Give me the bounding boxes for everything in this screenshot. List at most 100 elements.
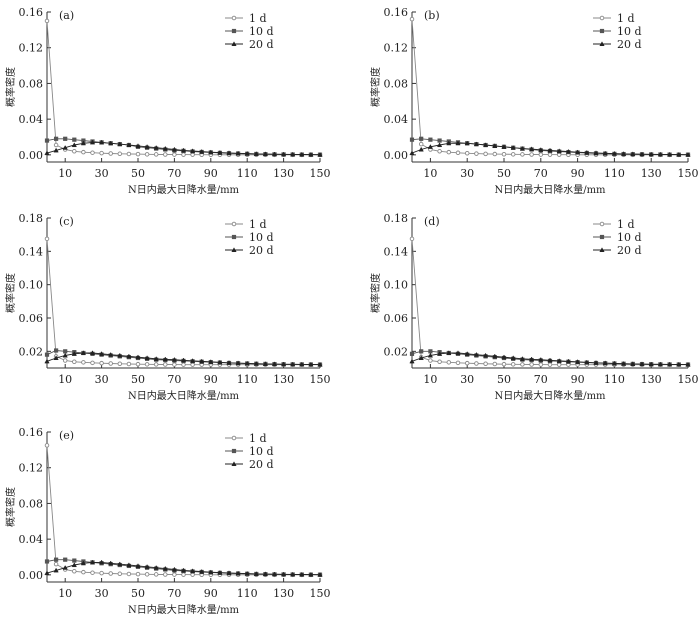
- data-point: [620, 360, 627, 366]
- data-point: [162, 356, 168, 362]
- data-point: [520, 362, 525, 367]
- x-tick-label: 110: [237, 373, 258, 386]
- data-point: [510, 144, 516, 150]
- legend-entry: 10 d: [249, 25, 274, 38]
- data-point: [666, 361, 673, 367]
- data-point: [199, 148, 205, 154]
- data-point: [510, 362, 516, 367]
- data-point: [153, 362, 159, 367]
- data-point: [280, 361, 287, 367]
- legend: 1 d10 d20 d: [225, 218, 274, 257]
- data-point: [547, 357, 553, 363]
- data-point: [108, 151, 113, 156]
- x-tick-label: 50: [131, 167, 145, 180]
- data-point: [163, 572, 168, 577]
- y-tick-label: 0.04: [19, 533, 44, 546]
- series-20d: [44, 350, 323, 367]
- legend-entry: 20 d: [617, 244, 642, 257]
- data-point: [271, 571, 278, 577]
- legend-marker: [231, 221, 237, 227]
- data-point: [53, 348, 59, 353]
- x-tick-label: 30: [95, 587, 109, 600]
- data-point: [44, 18, 50, 24]
- series-line: [46, 238, 320, 366]
- data-point: [126, 562, 132, 568]
- data-point: [418, 355, 424, 361]
- data-point: [62, 564, 68, 570]
- data-point: [262, 151, 269, 157]
- data-point: [299, 151, 305, 157]
- data-point: [181, 572, 186, 577]
- data-point: [189, 148, 196, 154]
- data-point: [565, 148, 572, 154]
- panel-a: 0.00 0.04 0.08 0.12 0.16 10 30 50 70 90 110 130 150 N…: [4, 6, 331, 196]
- x-tick-label: 10: [423, 373, 437, 386]
- data-point: [44, 236, 50, 242]
- data-point: [72, 359, 77, 365]
- legend-marker: [599, 15, 605, 21]
- panel-label: (b): [424, 9, 440, 22]
- data-point: [135, 563, 141, 568]
- data-point: [308, 151, 314, 157]
- data-point: [528, 146, 535, 152]
- data-point: [666, 151, 673, 157]
- legend-marker: [231, 28, 237, 34]
- data-point: [593, 150, 599, 155]
- data-point: [153, 564, 159, 570]
- data-point: [455, 360, 461, 366]
- data-point: [611, 150, 618, 156]
- data-point: [271, 151, 278, 157]
- y-tick-label: 0.10: [19, 279, 44, 292]
- data-point: [217, 569, 223, 575]
- x-tick-label: 90: [204, 373, 218, 386]
- legend: 1 d10 d20 d: [225, 432, 274, 471]
- data-point: [135, 354, 141, 360]
- data-point: [144, 152, 150, 157]
- data-point: [657, 361, 664, 367]
- series-20d: [409, 350, 691, 367]
- data-point: [648, 361, 654, 367]
- data-point: [90, 570, 95, 575]
- x-tick-label: 30: [460, 167, 474, 180]
- series-1d: [409, 236, 691, 367]
- legend-entry: 1 d: [249, 432, 267, 445]
- legend-marker: [231, 448, 237, 454]
- x-tick-label: 50: [131, 587, 145, 600]
- data-point: [108, 560, 114, 566]
- data-point: [538, 152, 544, 157]
- data-point: [53, 136, 59, 141]
- data-point: [409, 351, 415, 356]
- legend-marker: [231, 15, 237, 21]
- data-point: [685, 361, 691, 367]
- y-tick-label: 0.12: [19, 42, 44, 55]
- data-point: [464, 351, 470, 356]
- data-point: [639, 361, 645, 367]
- data-point: [473, 141, 480, 147]
- data-point: [501, 354, 507, 360]
- x-tick-label: 150: [678, 373, 699, 386]
- data-point: [80, 140, 87, 146]
- data-point: [611, 360, 618, 366]
- y-tick-label: 0.04: [19, 113, 44, 126]
- data-point: [171, 566, 178, 572]
- x-tick-label: 30: [95, 373, 109, 386]
- data-point: [464, 360, 470, 366]
- x-tick-label: 50: [497, 373, 511, 386]
- data-point: [474, 151, 479, 156]
- data-point: [208, 569, 214, 575]
- x-tick-label: 130: [273, 167, 294, 180]
- data-point: [144, 144, 150, 149]
- data-point: [262, 571, 269, 577]
- data-point: [482, 352, 489, 358]
- data-point: [72, 149, 77, 154]
- data-point: [71, 351, 77, 356]
- data-point: [62, 144, 68, 150]
- data-point: [44, 443, 50, 448]
- data-point: [71, 142, 77, 148]
- x-tick-label: 90: [571, 167, 585, 180]
- panel-label: (e): [59, 429, 74, 442]
- y-axis-label: 概率密度: [369, 67, 382, 107]
- data-point: [676, 361, 682, 367]
- data-point: [482, 142, 489, 148]
- data-point: [153, 356, 159, 361]
